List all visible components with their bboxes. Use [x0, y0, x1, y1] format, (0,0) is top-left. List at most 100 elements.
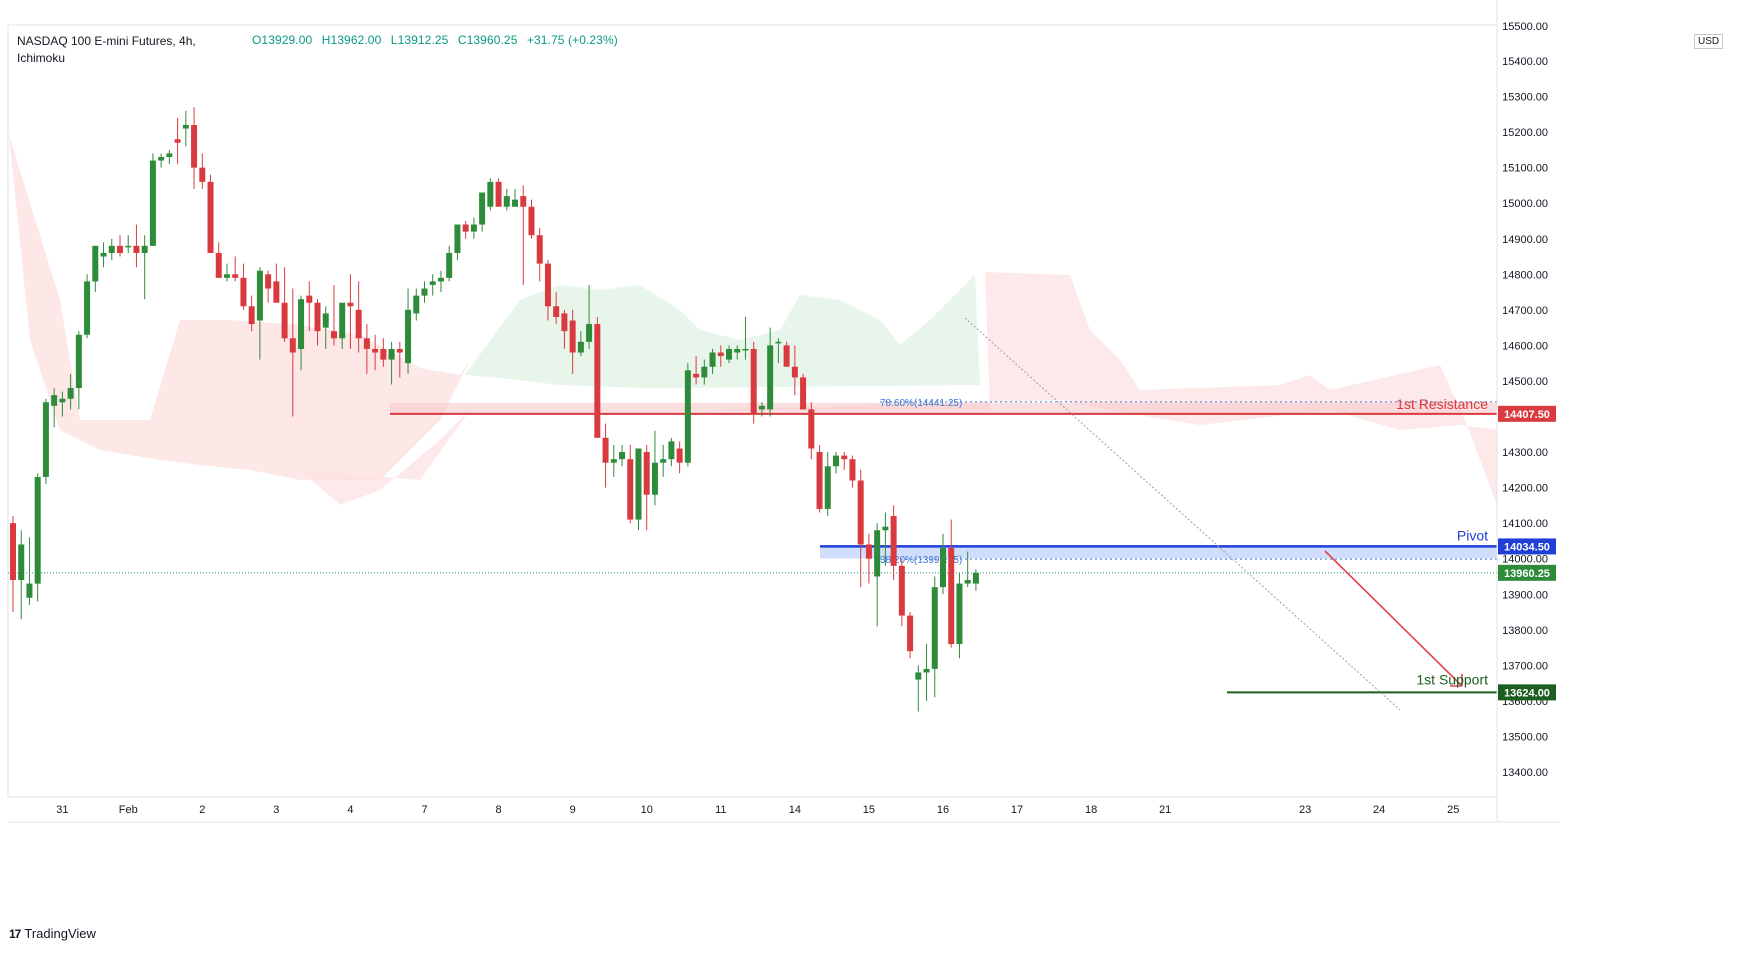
- support-price-tag-bg: [1498, 684, 1556, 701]
- candle-body: [462, 224, 469, 232]
- candle-body: [265, 274, 272, 289]
- candle-body: [413, 295, 420, 314]
- fib-label-0: 78.60%(14441.25): [880, 398, 962, 409]
- brand-name: TradingView: [24, 926, 96, 941]
- price-tick-label: 14800.00: [1502, 269, 1548, 281]
- time-tick-label: 10: [641, 804, 653, 816]
- candle-body: [931, 587, 938, 669]
- candle-body: [372, 348, 379, 353]
- pivot-price-tag-bg: [1498, 538, 1556, 555]
- time-tick-label: 18: [1085, 804, 1097, 816]
- candle-body: [569, 320, 576, 353]
- candle-body: [594, 324, 601, 438]
- candle-body: [923, 668, 930, 673]
- candle-body: [454, 224, 461, 253]
- price-tick-label: 15200.00: [1502, 127, 1548, 139]
- candle-body: [339, 302, 346, 339]
- candle-body: [191, 124, 198, 168]
- candle-body: [125, 245, 132, 248]
- candle-body: [470, 224, 477, 232]
- indicator-label[interactable]: Ichimoku: [17, 51, 66, 65]
- candle-body: [800, 377, 807, 410]
- time-tick-label: 21: [1159, 804, 1171, 816]
- candle-body: [388, 348, 395, 360]
- candle-body: [51, 395, 58, 406]
- candle-body: [833, 455, 839, 467]
- time-tick-label: 11: [715, 804, 726, 816]
- candle-body: [939, 548, 946, 588]
- candle-body: [890, 516, 897, 566]
- candle-body: [446, 252, 453, 278]
- price-tick-label: 13500.00: [1502, 731, 1548, 743]
- candle-body: [948, 548, 955, 645]
- cloud-bear-region-1: [9, 135, 470, 480]
- price-axis[interactable]: 15400.00 15300.00 15200.00 15100.00 15000.00…: [1496, 0, 1556, 822]
- time-tick-label: 31: [56, 804, 68, 816]
- resistance-price-tag: 14407.50: [1504, 409, 1550, 421]
- candle-body: [758, 405, 765, 410]
- projection-arrow: [1324, 550, 1463, 687]
- candle-body: [207, 181, 214, 253]
- candle-body: [536, 235, 543, 264]
- cloud-bull-region: [465, 275, 980, 388]
- annotations: 1st Resistance Pivot 1st Support: [964, 317, 1488, 711]
- time-tick-label: Feb: [119, 804, 138, 816]
- candle-body: [701, 366, 708, 378]
- ichimoku-cloud: [9, 135, 1497, 505]
- candle-body: [857, 480, 864, 545]
- candle-body: [273, 281, 280, 303]
- candle-body: [256, 270, 263, 321]
- last-price-tag-bg: [1498, 564, 1556, 581]
- candle-body: [396, 348, 403, 353]
- resistance-zone: [390, 402, 1497, 414]
- candle-body: [544, 263, 551, 307]
- price-tick-label: 13400.00: [1502, 767, 1548, 779]
- time-tick-label: 7: [421, 804, 427, 816]
- candle-body: [907, 615, 914, 652]
- candle-body: [684, 370, 691, 463]
- price-tick-label: 14200.00: [1502, 483, 1548, 495]
- candle-body: [479, 192, 486, 225]
- candle-body: [158, 156, 165, 161]
- time-tick-label: 4: [347, 804, 353, 816]
- candle-body: [503, 196, 510, 207]
- candle-body: [577, 341, 584, 353]
- symbol-title[interactable]: NASDAQ 100 E-mini Futures, 4h,: [17, 34, 196, 48]
- currency-label[interactable]: USD: [1694, 34, 1724, 49]
- candle-body: [734, 348, 741, 353]
- candle-body: [429, 281, 436, 285]
- candle-body: [199, 167, 206, 182]
- cloud-bear-region-2: [300, 272, 1497, 505]
- time-tick-label: 9: [570, 804, 576, 816]
- candle-body: [627, 459, 634, 520]
- candle-body: [651, 462, 658, 495]
- price-tick-label: 13800.00: [1502, 625, 1548, 637]
- time-tick-label: 23: [1299, 804, 1311, 816]
- candle-body: [223, 274, 230, 278]
- candle-body: [75, 334, 82, 389]
- price-tick-label: 15400.00: [1502, 56, 1548, 68]
- candle-body: [841, 455, 848, 460]
- price-tick-label: 15000.00: [1502, 198, 1548, 210]
- pivot-zone: [820, 546, 1497, 559]
- price-tick-label: 15100.00: [1502, 163, 1548, 175]
- candle-body: [528, 206, 535, 236]
- level-lines: 78.60%(14441.25) 38.20%(13998.75): [8, 398, 1497, 694]
- candle-body: [421, 288, 428, 296]
- time-tick-label: 17: [1011, 804, 1023, 816]
- candle-body: [693, 373, 700, 378]
- fib-label-1: 38.20%(13998.75): [880, 555, 962, 566]
- candle-body: [10, 523, 16, 581]
- time-axis[interactable]: 31 Feb 2 3 4 7 8 9 10 11 14 15 16 17 18 21 23 24 25: [56, 804, 1459, 816]
- candle-body: [512, 199, 519, 207]
- tradingview-logo[interactable]: 17 TradingView: [9, 926, 96, 941]
- chart-legend: NASDAQ 100 E-mini Futures, 4h, Ichimoku: [17, 33, 196, 67]
- candle-body: [59, 398, 66, 403]
- candle-body: [660, 459, 667, 463]
- candle-body: [767, 345, 774, 410]
- change-value: +31.75 (+0.23%): [526, 33, 618, 47]
- candle-body: [709, 352, 716, 367]
- candles: [10, 107, 979, 712]
- candle-body: [726, 348, 733, 360]
